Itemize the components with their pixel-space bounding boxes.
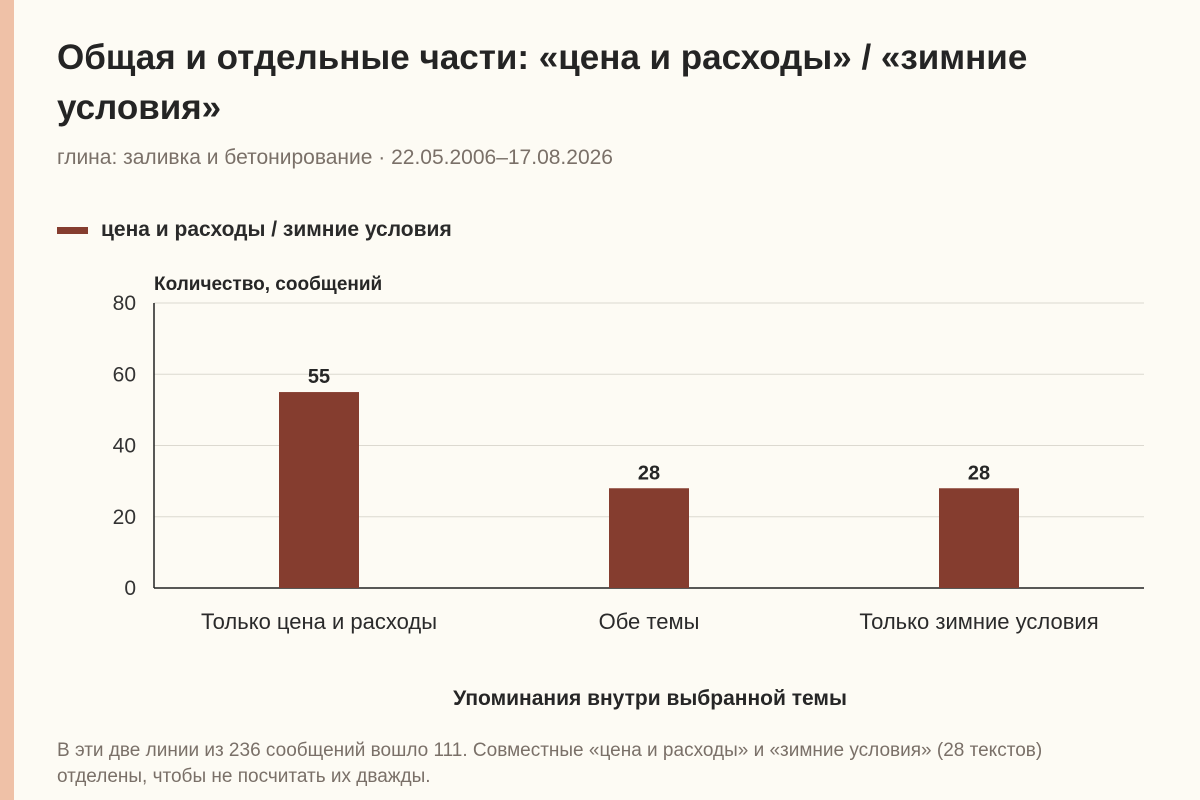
y-tick-label: 0 bbox=[124, 577, 136, 600]
edge-strip bbox=[0, 0, 14, 800]
chart-subtitle: глина: заливка и бетонирование · 22.05.2… bbox=[57, 146, 613, 169]
x-tick-label: Только цена и расходы bbox=[201, 609, 437, 634]
bar-value-label: 28 bbox=[638, 462, 660, 484]
bar bbox=[939, 488, 1019, 588]
x-tick-label: Обе темы bbox=[599, 609, 700, 634]
bar-value-label: 28 bbox=[968, 462, 990, 484]
bar-value-label: 55 bbox=[308, 366, 330, 388]
bar bbox=[609, 488, 689, 588]
y-tick-label: 60 bbox=[113, 363, 136, 386]
x-tick-label: Только зимние условия bbox=[859, 609, 1098, 634]
y-tick-label: 80 bbox=[113, 292, 136, 315]
footnote: В эти две линии из 236 сообщений вошло 1… bbox=[57, 740, 1043, 787]
y-tick-label: 40 bbox=[113, 435, 136, 458]
chart-title: Общая и отдельные части: «цена и расходы… bbox=[57, 38, 1028, 127]
legend: цена и расходы / зимние условия bbox=[57, 218, 452, 242]
x-axis-label: Упоминания внутри выбранной темы bbox=[453, 687, 847, 710]
legend-swatch bbox=[57, 226, 88, 234]
y-tick-label: 20 bbox=[113, 506, 136, 529]
legend-label: цена и расходы / зимние условия bbox=[101, 218, 452, 241]
bar bbox=[279, 392, 359, 588]
y-axis-label: Количество, сообщений bbox=[154, 274, 383, 295]
